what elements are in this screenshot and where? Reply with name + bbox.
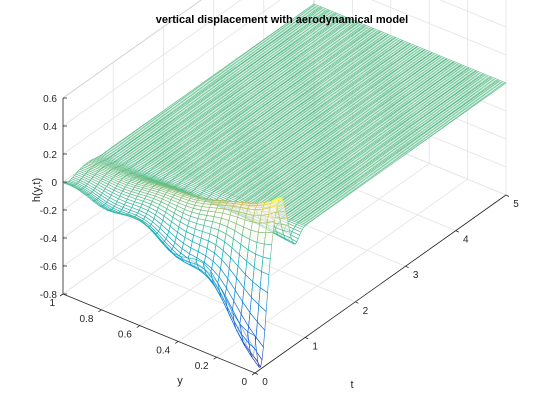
y-tick-mark	[98, 309, 102, 313]
y-tick-mark	[251, 372, 256, 376]
y-tick-label: 0.2	[195, 361, 209, 372]
box-edge	[62, 0, 202, 99]
surface-cell	[279, 217, 289, 226]
axes-grid	[62, 0, 507, 374]
x-tick-mark	[355, 301, 359, 304]
y-tick-label: 0.6	[118, 330, 132, 341]
surface-cell	[263, 231, 274, 246]
floor-grid-line	[177, 163, 430, 342]
x-tick-label: 3	[413, 270, 419, 281]
y-tick-mark	[213, 356, 217, 360]
wall-grid-line	[62, 0, 281, 155]
x-tick-mark	[455, 230, 459, 233]
wall-grid-line	[62, 0, 242, 127]
y-tick-mark	[174, 341, 179, 344]
x-tick-label: 4	[463, 235, 469, 246]
surface-cell	[265, 220, 275, 234]
z-tick-label: 0.2	[43, 150, 57, 161]
x-tick-label: 1	[312, 341, 318, 352]
z-tick-label: 0.6	[43, 94, 57, 105]
y-tick-label: 0.4	[156, 345, 170, 356]
y-axis-label: y	[177, 375, 183, 387]
surface-mesh	[62, 3, 507, 368]
z-tick-label: -0.4	[40, 234, 58, 245]
z-axis-label: h(y,t)	[31, 178, 43, 202]
wall-grid-line	[439, 0, 507, 28]
y-axis-line	[62, 293, 256, 374]
x-tick-label: 2	[363, 306, 369, 317]
z-tick-label: -0.6	[40, 262, 58, 273]
x-tick-mark	[405, 265, 409, 269]
surface-cell	[277, 210, 288, 219]
surface-cell	[262, 243, 273, 260]
chart-title: vertical displacement with aerodynamical…	[156, 14, 408, 26]
x-tick-mark	[254, 372, 259, 375]
y-tick-mark	[59, 293, 64, 297]
y-tick-label: 0.8	[79, 314, 93, 325]
y-tick-mark	[136, 325, 141, 328]
x-tick-label: 5	[513, 199, 519, 210]
floor-grid-line	[113, 258, 306, 338]
z-tick-label: 0.4	[43, 122, 57, 133]
wall-grid-line	[371, 0, 507, 56]
x-tick-mark	[305, 337, 309, 340]
x-tick-label: 0	[262, 377, 268, 388]
z-tick-label: -0.8	[40, 290, 58, 301]
y-tick-label: 0	[241, 377, 247, 388]
z-tick-label: 0	[51, 178, 57, 189]
x-axis-line	[254, 194, 507, 374]
x-tick-mark	[505, 194, 510, 197]
x-axis-label: t	[350, 379, 353, 391]
z-tick-label: -0.2	[40, 206, 58, 217]
